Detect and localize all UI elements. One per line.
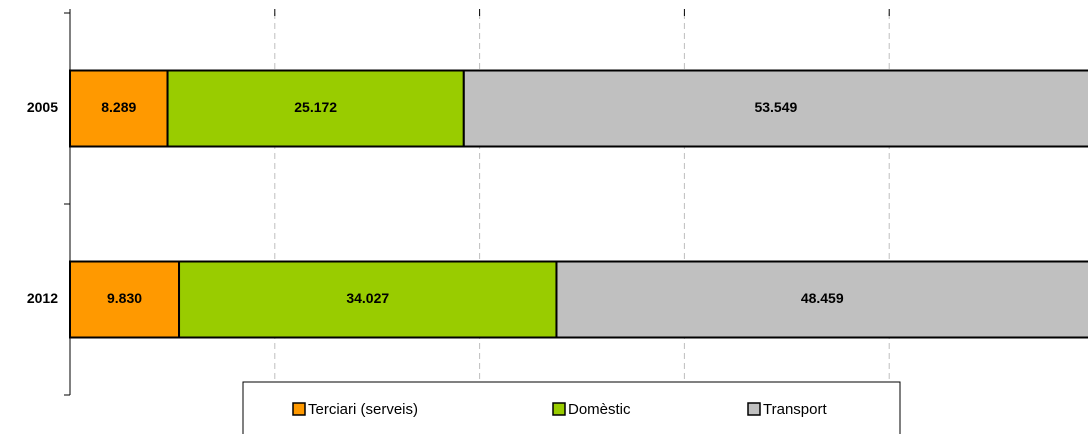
y-tick-label: 2005 [27,99,58,115]
data-label: 53.549 [754,99,797,115]
bar-segment [462,69,1088,148]
y-tick-label: 2012 [27,290,58,306]
data-label: 34.027 [346,290,389,306]
bar-segment [69,260,181,339]
legend-label: Domèstic [568,401,631,418]
bars: 8.289 25.172 53.549 9.830 34.027 48.459 [69,69,1088,339]
legend-label: Transport [763,401,827,418]
legend-label: Terciari (serveis) [308,401,418,418]
data-label: 48.459 [801,290,844,306]
legend-swatch [292,402,306,416]
data-label: 8.289 [101,99,136,115]
data-label: 25.172 [294,99,337,115]
legend-box [242,381,901,434]
bar-segment [555,260,1088,339]
legend-swatch [552,402,566,416]
data-label: 9.830 [107,290,142,306]
bar-segment [166,69,465,148]
legend-swatch [747,402,761,416]
legend: Terciari (serveis) Domèstic Transport [242,381,901,434]
bar-segment [178,260,558,339]
